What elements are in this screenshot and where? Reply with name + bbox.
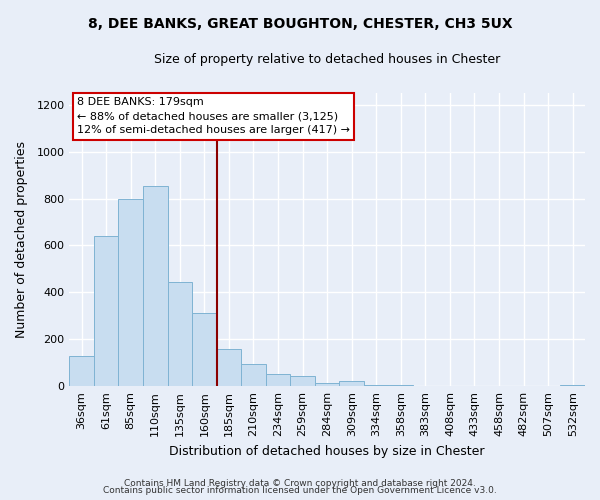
Title: Size of property relative to detached houses in Chester: Size of property relative to detached ho…: [154, 52, 500, 66]
Bar: [340, 382, 364, 386]
Bar: [192, 314, 217, 386]
Bar: [118, 198, 143, 386]
Bar: [217, 349, 241, 386]
Bar: [315, 383, 340, 386]
Bar: [364, 385, 389, 386]
Bar: [94, 236, 118, 386]
Text: 8 DEE BANKS: 179sqm
← 88% of detached houses are smaller (3,125)
12% of semi-det: 8 DEE BANKS: 179sqm ← 88% of detached ho…: [77, 98, 350, 136]
Text: Contains HM Land Registry data © Crown copyright and database right 2024.: Contains HM Land Registry data © Crown c…: [124, 478, 476, 488]
Text: 8, DEE BANKS, GREAT BOUGHTON, CHESTER, CH3 5UX: 8, DEE BANKS, GREAT BOUGHTON, CHESTER, C…: [88, 18, 512, 32]
Text: Contains public sector information licensed under the Open Government Licence v3: Contains public sector information licen…: [103, 486, 497, 495]
Bar: [143, 186, 167, 386]
Bar: [70, 356, 94, 386]
Bar: [266, 374, 290, 386]
Bar: [241, 364, 266, 386]
X-axis label: Distribution of detached houses by size in Chester: Distribution of detached houses by size …: [169, 444, 485, 458]
Bar: [290, 376, 315, 386]
Bar: [167, 282, 192, 386]
Bar: [560, 385, 585, 386]
Y-axis label: Number of detached properties: Number of detached properties: [15, 141, 28, 338]
